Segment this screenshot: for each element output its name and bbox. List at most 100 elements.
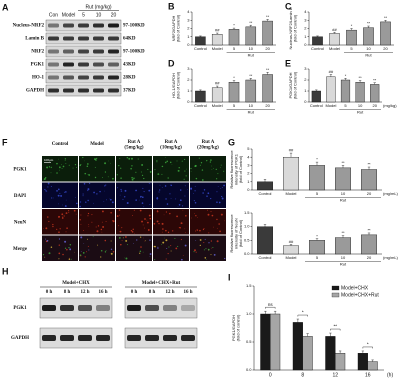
cell-signal: [125, 239, 128, 242]
bar: [355, 81, 365, 103]
cell-signal: [104, 162, 107, 165]
cell-signal: [120, 190, 123, 192]
cell-signal: [167, 252, 169, 255]
cell-signal: [223, 170, 225, 172]
cell-signal: [121, 227, 123, 229]
cell-signal: [180, 222, 183, 225]
y-tick-label: 4: [304, 9, 307, 14]
panel-letter: A: [2, 2, 9, 12]
blot-band: [93, 62, 104, 67]
cell-signal: [133, 177, 135, 180]
cell-signal: [79, 164, 81, 167]
cell-signal: [194, 213, 196, 215]
cell-signal: [110, 162, 111, 164]
cell-signal: [56, 228, 58, 230]
cell-signal: [149, 171, 152, 173]
bar: [346, 29, 357, 46]
cell-signal: [144, 240, 146, 242]
micrograph: [42, 235, 78, 261]
cell-signal: [149, 204, 151, 205]
y-axis-label: Nucleus-NRF2/Lamin B: [288, 7, 293, 49]
cell-signal: [80, 236, 83, 239]
blot-band: [181, 305, 195, 311]
cell-signal: [69, 257, 70, 259]
bar: [270, 313, 281, 371]
blot-band: [48, 23, 59, 28]
cell-signal: [87, 188, 90, 191]
cell-signal: [65, 231, 67, 233]
cell-signal: [87, 190, 89, 192]
cell-signal: [161, 165, 162, 167]
cell-signal: [91, 221, 93, 223]
significance: *: [316, 157, 318, 162]
cell-signal: [179, 226, 181, 229]
cell-signal: [139, 252, 141, 254]
x-tick-label: 16: [365, 372, 371, 378]
cell-signal: [50, 172, 52, 174]
cell-signal: [194, 190, 196, 192]
cell-signal: [176, 215, 178, 218]
significance: *: [302, 310, 304, 315]
cell-signal: [143, 190, 145, 193]
cell-signal: [153, 222, 156, 225]
cell-signal: [116, 215, 119, 217]
cell-signal: [150, 183, 152, 185]
cell-signal: [109, 198, 112, 201]
cell-signal: [57, 194, 60, 197]
cell-signal: [150, 172, 152, 173]
cell-signal: [56, 189, 58, 192]
cell-signal: [180, 258, 183, 261]
cell-signal: [118, 165, 120, 167]
cell-signal: [146, 219, 148, 221]
x-tick-label: 5: [344, 103, 347, 108]
cell-signal: [130, 157, 133, 160]
cell-signal: [182, 255, 184, 256]
x-tick-label: 20: [367, 191, 372, 196]
cell-signal: [165, 258, 167, 260]
blot-strip: [124, 327, 198, 349]
bar: [245, 26, 257, 46]
x-tick-label: Model: [286, 255, 297, 260]
cell-signal: [203, 228, 205, 230]
blot-band: [63, 49, 74, 54]
significance: ##: [332, 27, 337, 32]
y-axis-label: Relative fluorescence: [229, 214, 234, 253]
blot-band: [145, 305, 159, 311]
cell-signal: [164, 185, 167, 187]
cell-signal: [84, 172, 87, 175]
blot-band: [108, 23, 119, 28]
x-tick-label: 0: [269, 372, 272, 378]
cell-signal: [192, 192, 194, 194]
cell-signal: [219, 230, 221, 233]
cell-signal: [83, 243, 85, 244]
cell-signal: [87, 199, 89, 202]
cell-signal: [195, 251, 197, 253]
cell-signal: [170, 184, 173, 187]
cell-signal: [46, 239, 49, 242]
cell-signal: [52, 223, 54, 226]
cell-signal: [84, 160, 85, 162]
cell-signal: [125, 236, 127, 238]
cell-signal: [42, 254, 45, 256]
cell-signal: [99, 190, 101, 193]
y-axis-label: PGK1/GAPDH: [288, 72, 293, 98]
cell-signal: [64, 247, 67, 249]
size-label: 97-100KD: [123, 50, 145, 55]
cell-signal: [66, 227, 68, 229]
cell-signal: [218, 223, 220, 225]
bar: [292, 322, 303, 371]
cell-signal: [135, 171, 137, 173]
cell-signal: [149, 217, 152, 220]
cell-signal: [132, 228, 134, 230]
x-tick-label: Model: [325, 103, 336, 108]
blot-band: [96, 305, 110, 311]
cell-signal: [193, 251, 195, 253]
cell-signal: [63, 191, 65, 193]
cell-signal: [162, 241, 165, 244]
significance: **: [341, 160, 345, 165]
column-label: Rut A: [202, 140, 215, 145]
cell-signal: [62, 165, 65, 168]
cell-signal: [208, 249, 210, 251]
panel-letter: E: [285, 58, 291, 68]
cell-signal: [68, 247, 70, 249]
